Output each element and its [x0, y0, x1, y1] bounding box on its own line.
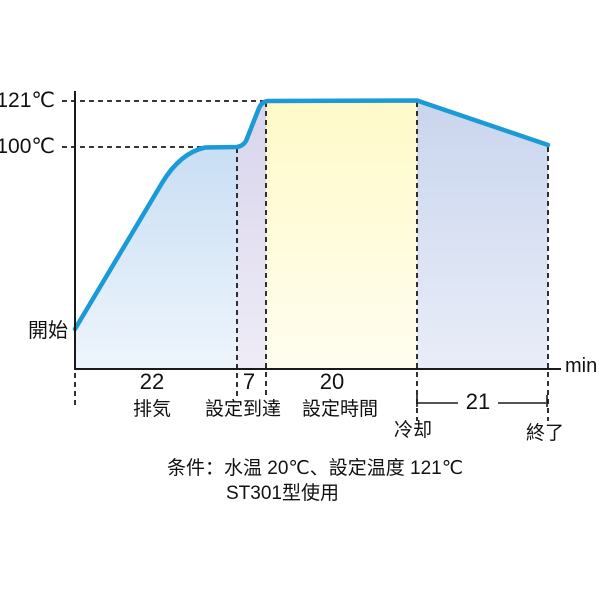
hold-label: 設定時間 — [301, 399, 379, 420]
origin-label: 開始 — [28, 320, 68, 342]
hold-area-fill — [266, 100, 417, 369]
hold-duration: 20 — [319, 369, 345, 394]
reach-duration: 7 — [242, 369, 256, 394]
y-label-100c: 100℃ — [0, 135, 55, 158]
exhaust-area-fill — [75, 147, 237, 369]
reach-label: 設定到達 — [204, 399, 282, 420]
end-label: 終了 — [525, 423, 565, 444]
exhaust-label: 排気 — [132, 399, 172, 420]
cool-area-fill — [417, 100, 548, 369]
y-label-121c: 121℃ — [0, 89, 55, 112]
cooling-dimension-line — [416, 395, 548, 407]
cool-duration: 21 — [465, 389, 491, 414]
reach-area-fill — [237, 101, 268, 369]
condition-line1: 条件：水温 20℃、設定温度 121℃ — [167, 458, 464, 479]
cool-label: 冷却 — [393, 420, 433, 441]
temperature-curve — [72, 98, 551, 332]
exhaust-duration: 22 — [139, 369, 165, 394]
x-unit-label: min — [565, 355, 598, 377]
condition-line2: ST301型使用 — [226, 483, 339, 504]
